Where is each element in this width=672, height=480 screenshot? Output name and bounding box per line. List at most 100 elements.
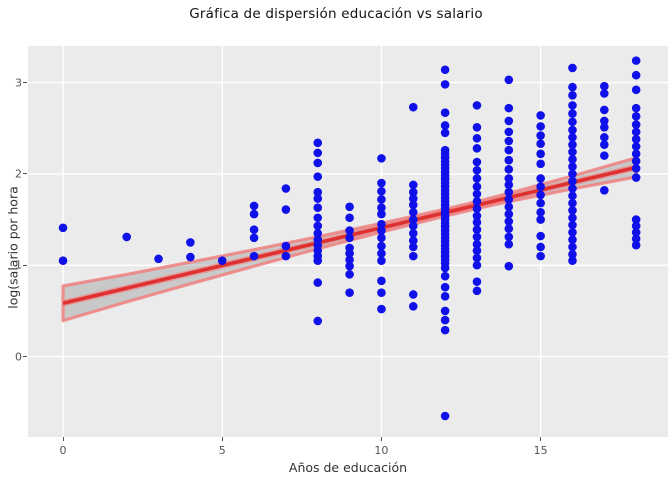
data-point (536, 215, 545, 224)
data-point (345, 270, 354, 279)
data-point (313, 194, 323, 203)
data-point (568, 169, 577, 179)
data-point (568, 82, 577, 92)
chart-title: Gráfica de dispersión educación vs salar… (189, 6, 483, 22)
data-point (536, 198, 545, 208)
data-point (377, 226, 386, 235)
y-tick-label: 3 (15, 76, 22, 90)
data-point (408, 290, 418, 299)
y-tick-label: 0 (15, 350, 22, 364)
data-point (472, 157, 482, 167)
data-point (440, 263, 450, 273)
data-point (600, 133, 609, 142)
data-point (568, 91, 577, 100)
y-tick-mark (23, 264, 27, 266)
y-tick-label: 1 (15, 258, 22, 272)
data-point (536, 242, 545, 252)
data-point (536, 131, 545, 140)
data-point (408, 207, 418, 217)
data-point (345, 261, 354, 271)
data-point (58, 256, 68, 265)
data-point (377, 304, 386, 314)
data-point (504, 174, 514, 183)
data-point (345, 233, 354, 243)
data-point (440, 325, 450, 335)
data-point (631, 173, 641, 182)
data-point (440, 121, 450, 130)
data-point (600, 116, 609, 126)
y-tick-mark (23, 356, 27, 358)
y-axis-label: log(salario por hora (5, 186, 21, 309)
x-tick-mark (62, 437, 64, 441)
data-point (600, 140, 609, 149)
data-point (440, 80, 450, 89)
data-point (313, 148, 323, 158)
data-point (249, 251, 259, 261)
data-point (631, 142, 641, 151)
data-point (568, 198, 577, 208)
data-point (58, 223, 68, 233)
data-point (568, 117, 577, 127)
data-point (504, 116, 514, 126)
data-point (313, 221, 323, 231)
data-point (472, 204, 482, 213)
data-point (472, 286, 482, 296)
data-point (631, 127, 641, 137)
data-point (631, 215, 641, 224)
data-point (440, 65, 450, 75)
data-point (568, 140, 577, 149)
data-point (377, 233, 386, 243)
data-point (568, 176, 577, 186)
data-point (631, 221, 641, 231)
data-point (249, 225, 259, 234)
data-point (568, 147, 577, 157)
data-point (568, 191, 577, 201)
x-tick-label: 15 (533, 444, 548, 457)
data-point (313, 138, 323, 148)
data-point (154, 254, 163, 264)
data-point (631, 85, 641, 95)
data-point (568, 154, 577, 164)
data-point (186, 252, 195, 262)
data-point (281, 241, 291, 251)
data-point (345, 202, 354, 212)
data-point (408, 187, 418, 197)
data-point (377, 256, 386, 265)
data-point (408, 242, 418, 252)
data-point (345, 213, 354, 223)
data-point (631, 120, 641, 129)
data-point (504, 195, 514, 204)
data-point (472, 246, 482, 255)
data-point (408, 228, 418, 238)
data-point (440, 411, 450, 421)
data-point (313, 228, 323, 238)
data-point (313, 213, 323, 223)
data-point (504, 202, 514, 212)
data-point (568, 162, 577, 171)
data-point (568, 63, 577, 73)
data-point (345, 226, 354, 235)
data-point (504, 165, 514, 174)
data-point (217, 256, 227, 265)
data-point (377, 241, 386, 251)
x-axis-label: Años de educación (288, 460, 408, 475)
data-point (440, 271, 450, 281)
data-point (504, 217, 514, 226)
chart-canvas (28, 46, 668, 437)
data-point (377, 249, 386, 258)
data-point (408, 251, 418, 261)
data-point (377, 186, 386, 196)
data-point (440, 282, 450, 292)
data-point (568, 133, 577, 142)
data-point (313, 203, 323, 212)
data-point (472, 174, 482, 183)
data-point (504, 145, 514, 155)
data-point (249, 233, 259, 243)
data-point (408, 221, 418, 231)
data-point (536, 231, 545, 241)
data-point (440, 315, 450, 325)
data-point (377, 276, 386, 286)
data-point (249, 201, 259, 211)
data-point (568, 101, 577, 110)
data-point (313, 316, 323, 326)
